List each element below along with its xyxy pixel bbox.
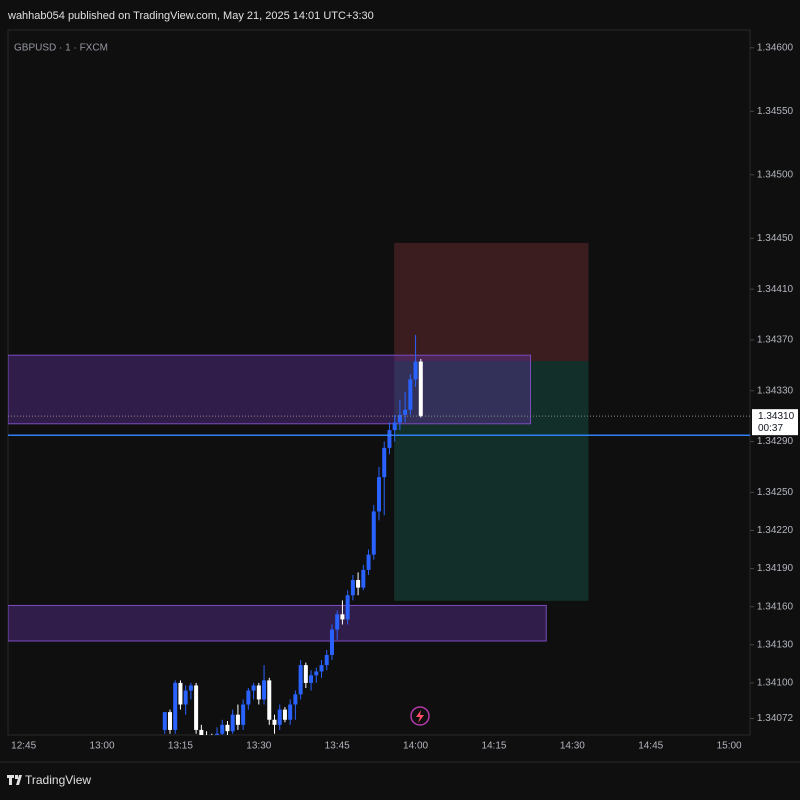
- x-tick-label: 13:15: [168, 741, 193, 752]
- candle-body: [267, 680, 272, 720]
- candle-body: [288, 704, 293, 720]
- y-tick-label: 1.34450: [757, 233, 794, 244]
- candle-body: [371, 511, 376, 555]
- candle-body: [251, 685, 256, 691]
- candle-body: [183, 690, 188, 705]
- y-tick-label: 1.34250: [757, 487, 794, 498]
- candle-body: [335, 614, 340, 630]
- x-tick-label: 12:45: [11, 741, 36, 752]
- candle-body: [350, 580, 355, 596]
- x-tick-label: 14:45: [638, 741, 663, 752]
- candle-body: [246, 690, 251, 705]
- candle-body: [225, 724, 230, 732]
- candle-body: [413, 361, 418, 380]
- candle-body: [194, 685, 199, 730]
- candle-body: [262, 680, 267, 700]
- candle-body: [309, 675, 314, 683]
- x-tick-label: 13:45: [325, 741, 350, 752]
- y-tick-label: 1.34100: [757, 678, 794, 689]
- candle-body: [345, 595, 350, 620]
- candle-body: [340, 614, 345, 620]
- candle-body: [282, 709, 287, 720]
- candle-body: [188, 685, 193, 691]
- y-tick-label: 1.34130: [757, 639, 794, 650]
- candle-body: [329, 629, 334, 655]
- candle-body: [392, 422, 397, 431]
- candle-body: [382, 447, 387, 478]
- y-tick-label: 1.34600: [757, 42, 794, 53]
- brand: TradingView: [25, 773, 91, 787]
- candle-body: [215, 733, 220, 735]
- candle-body: [272, 719, 277, 725]
- candle-body: [298, 665, 303, 695]
- x-tick-label: 13:30: [246, 741, 271, 752]
- plot: [8, 242, 750, 735]
- y-tick-label: 1.34370: [757, 335, 794, 346]
- zone: [394, 361, 589, 601]
- last-price-label: 1.34310: [758, 411, 795, 422]
- candle-body: [377, 477, 381, 512]
- candle-body: [293, 694, 298, 705]
- candle-body: [397, 414, 402, 423]
- zone: [8, 354, 532, 425]
- published-note: wahhab054 published on TradingView.com, …: [7, 10, 374, 22]
- candle-body: [230, 714, 235, 732]
- zone: [394, 242, 589, 363]
- zone: [8, 604, 547, 642]
- candle-body: [220, 724, 225, 734]
- y-tick-label: 1.34410: [757, 284, 794, 295]
- x-tick-label: 13:00: [90, 741, 115, 752]
- candle-body: [277, 709, 282, 725]
- plot-area: [7, 29, 751, 736]
- y-tick-label: 1.34550: [757, 106, 794, 117]
- candle-body: [303, 665, 308, 683]
- candle-body: [199, 729, 204, 735]
- candle-body: [403, 409, 408, 415]
- symbol: GBPUSD · 1 · FXCM: [14, 43, 108, 54]
- x-tick-label: 14:30: [560, 741, 585, 752]
- candle-body: [366, 554, 371, 570]
- candle-body: [241, 704, 246, 725]
- candle-body: [162, 712, 167, 730]
- y-tick-label: 1.34190: [757, 563, 794, 574]
- countdown: 00:37: [758, 423, 783, 434]
- candle-body: [387, 430, 392, 448]
- candle-body: [418, 361, 423, 417]
- x-tick-label: 15:00: [717, 741, 742, 752]
- x-tick-label: 14:15: [481, 741, 506, 752]
- candle-body: [324, 654, 329, 666]
- candle-body: [256, 685, 261, 700]
- y-tick-label: 1.34500: [757, 169, 794, 180]
- alert-icon: [410, 706, 430, 726]
- candle-body: [314, 671, 319, 676]
- y-tick-label: 1.34160: [757, 601, 794, 612]
- x-tick-label: 14:00: [403, 741, 428, 752]
- candle-body: [173, 682, 178, 730]
- last-price-tag: [752, 409, 798, 436]
- candle-body: [356, 580, 361, 588]
- y-tick-label: 1.34072: [757, 713, 794, 724]
- candle-body: [178, 682, 183, 705]
- y-tick-label: 1.34330: [757, 385, 794, 396]
- candle-body: [167, 712, 172, 730]
- y-tick-label: 1.34220: [757, 525, 794, 536]
- candle-body: [319, 665, 324, 672]
- candle-body: [361, 569, 366, 588]
- candle-body: [235, 714, 240, 725]
- brand-logo: [7, 775, 22, 785]
- y-tick-label: 1.34290: [757, 436, 794, 447]
- candle-body: [408, 379, 413, 410]
